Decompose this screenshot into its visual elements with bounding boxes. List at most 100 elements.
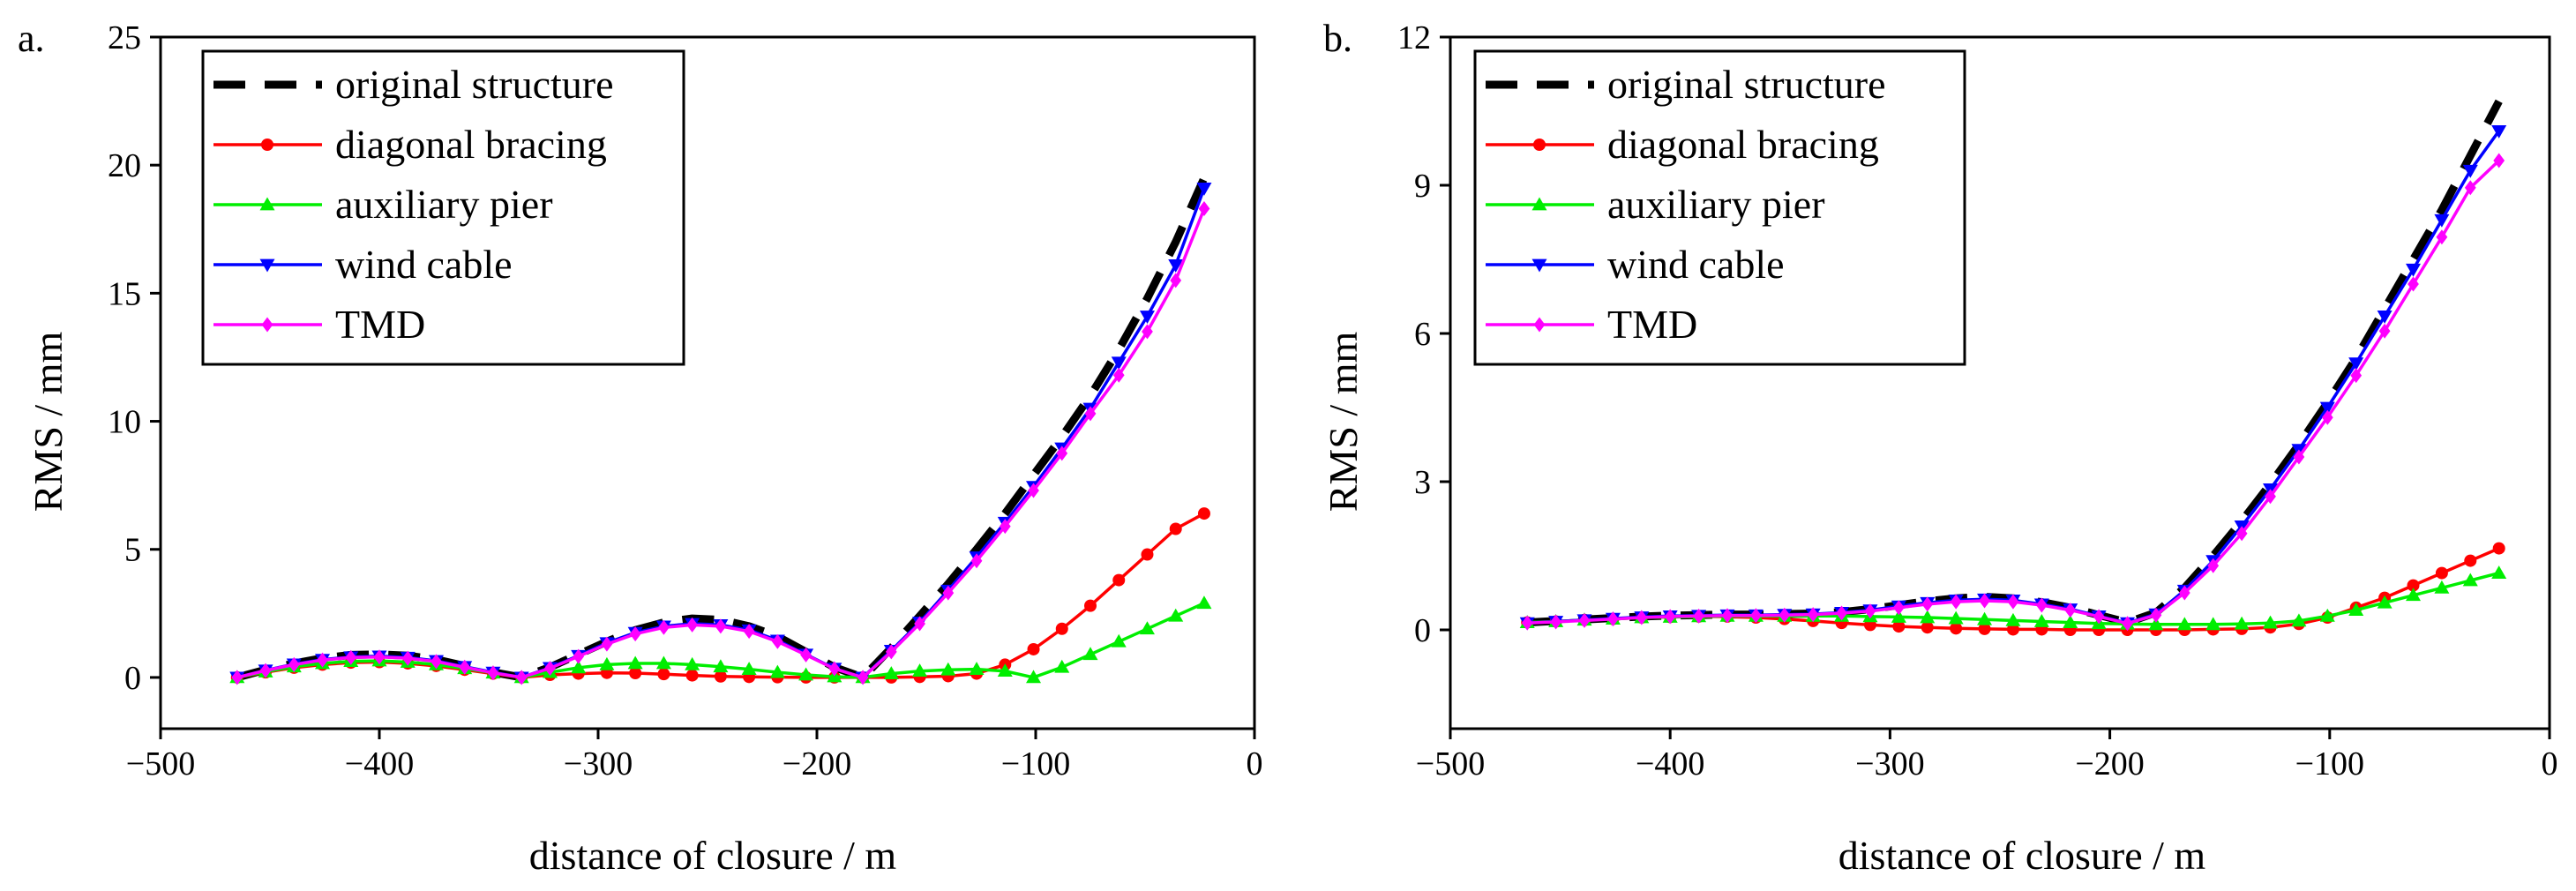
panel-a-data-point-TMD [629, 626, 641, 642]
panel-a-data-point-TMD [317, 652, 328, 668]
panel-a-x-tick-label: −100 [1001, 745, 1070, 782]
panel-a-data-point-TMD [401, 650, 414, 666]
panel-b-data-point-diagonal-bracing [1950, 622, 1963, 635]
panel-a-data-point-diagonal-bracing [1084, 599, 1097, 612]
panel-a-legend-label-diagonal-bracing: diagonal bracing [335, 122, 607, 167]
panel-a-data-point-TMD [259, 663, 272, 678]
panel-b-data-point-TMD [1979, 593, 1990, 609]
panel-b-data-point-TMD [2064, 603, 2077, 618]
panel-a-data-point-TMD [686, 617, 699, 633]
panel-b-y-tick-label: 12 [1397, 19, 1431, 56]
panel-a-data-point-TMD [715, 618, 727, 634]
panel-b-x-tick-label: 0 [2542, 745, 2558, 782]
panel-b-data-point-TMD [1550, 614, 1561, 630]
panel-b-data-point-diagonal-bracing [2492, 542, 2505, 555]
panel-a-legend: original structure diagonal bracing auxili… [201, 49, 685, 366]
panel-b-data-point-TMD [2436, 229, 2448, 245]
panel-b-data-point-diagonal-bracing [2407, 579, 2420, 592]
panel-b-legend: original structure diagonal bracing auxili… [1473, 49, 1966, 366]
panel-b-data-point-auxiliary-pier [2291, 613, 2307, 627]
panel-b-data-point-wind-cable [2405, 263, 2421, 277]
panel-b-data-point-auxiliary-pier [2033, 613, 2049, 627]
panel-a-data-point-TMD [1056, 446, 1068, 461]
panel-a-data-point-TMD [800, 647, 812, 663]
panel-b-data-point-auxiliary-pier [2462, 573, 2478, 587]
panel-b-data-point-TMD [1521, 615, 1533, 631]
panel-a-legend-marker-wind-cable [259, 258, 275, 273]
panel-a-data-point-TMD [1112, 367, 1125, 383]
panel-a-x-tick-label: −400 [345, 745, 414, 782]
panel-b-data-point-auxiliary-pier [2063, 615, 2078, 628]
panel-a-x-tick-label: 0 [1247, 745, 1263, 782]
panel-a-data-point-auxiliary-pier [798, 667, 814, 681]
panel-b-data-point-auxiliary-pier [2234, 616, 2250, 630]
panel-b-data-point-diagonal-bracing [2006, 623, 2019, 636]
panel-a-label: a. [18, 17, 45, 60]
panel-b-data-point-auxiliary-pier [1891, 609, 1906, 623]
panel-a-legend-marker-diagonal-bracing [261, 139, 273, 151]
panel-a-y-tick-label: 15 [108, 275, 141, 312]
panel-b-data-point-auxiliary-pier [1977, 611, 1993, 625]
panel-a-data-point-TMD [288, 656, 300, 672]
panel-a-data-point-diagonal-bracing [629, 666, 642, 679]
panel-b-data-point-auxiliary-pier [1920, 610, 1936, 624]
panel-a-data-point-TMD [487, 665, 499, 681]
panel-a-data-point-diagonal-bracing [1027, 642, 1040, 655]
panel-b-data-point-auxiliary-pier [2005, 612, 2021, 626]
panel-a-data-point-TMD [970, 553, 983, 569]
panel-b-legend-box [1473, 49, 1966, 366]
panel-a-data-point-wind-cable [1196, 182, 1212, 196]
panel-b-data-point-wind-cable [2434, 213, 2450, 228]
panel-b-data-point-auxiliary-pier [2377, 595, 2393, 609]
panel-a-data-point-auxiliary-pier [912, 663, 928, 678]
panel-a-data-point-TMD [231, 670, 243, 685]
panel-b-data-point-TMD [1921, 596, 1934, 612]
panel-a-data-point-auxiliary-pier [1054, 659, 1070, 673]
panel-b-legend-label-original-structure: original structure [1607, 62, 1886, 107]
panel-b-data-point-TMD [1950, 594, 1962, 610]
panel-b-data-point-TMD [2350, 368, 2363, 384]
panel-a-data-point-TMD [743, 624, 755, 640]
panel-b-y-tick-label: 3 [1414, 464, 1431, 501]
panel-b-data-point-TMD [1693, 608, 1704, 624]
panel-b-data-point-TMD [2321, 409, 2333, 425]
panel-b-data-point-TMD [1664, 609, 1676, 625]
panel-a-data-point-TMD [914, 616, 925, 632]
panel-b: b. −500 −400 −300 −200 −100 0 0 3 6 9 12 original s… [1321, 17, 2558, 878]
panel-b-x-tick-label: −300 [1855, 745, 1924, 782]
panel-a-legend-marker-TMD [261, 317, 273, 333]
panel-b-data-point-TMD [1607, 611, 1619, 627]
panel-b-data-point-auxiliary-pier [2176, 617, 2192, 631]
panel-a-data-point-TMD [1198, 201, 1210, 217]
panel-b-data-point-auxiliary-pier [2319, 608, 2335, 622]
panel-a-data-point-TMD [1028, 483, 1039, 498]
panel-b-data-point-TMD [2178, 585, 2190, 601]
panel-b-legend-label-diagonal-bracing: diagonal bracing [1607, 122, 1879, 167]
panel-b-data-point-TMD [2378, 323, 2391, 339]
panel-a-data-point-TMD [658, 619, 670, 635]
panel-b-data-point-TMD [1778, 607, 1791, 623]
panel-a-data-point-TMD [828, 661, 841, 677]
panel-b-data-point-TMD [1721, 608, 1734, 624]
panel-b-data-point-TMD [2007, 594, 2019, 610]
panel-b-data-point-TMD [1892, 600, 1905, 616]
panel-a-data-point-auxiliary-pier [1082, 647, 1098, 661]
panel-b-legend-marker-TMD [1533, 317, 1546, 333]
panel-b-legend-marker-diagonal-bracing [1533, 139, 1546, 151]
panel-a-y-tick-label: 0 [124, 660, 141, 697]
panel-a-data-point-auxiliary-pier [655, 655, 671, 670]
panel-b-y-axis-label: RMS / mm [1321, 332, 1366, 513]
panel-a-legend-box [201, 49, 685, 366]
panel-b-x-axis-label: distance of closure / m [1838, 833, 2206, 878]
panel-a-data-point-auxiliary-pier [769, 664, 785, 678]
panel-a-data-point-TMD [1170, 273, 1182, 288]
panel-a-data-point-auxiliary-pier [599, 656, 615, 670]
panel-a-data-point-diagonal-bracing [1197, 507, 1210, 520]
panel-a-data-point-auxiliary-pier [1168, 608, 1184, 622]
panel-b-data-point-TMD [2093, 609, 2105, 625]
panel-a-data-point-auxiliary-pier [883, 666, 899, 679]
panel-a-data-point-auxiliary-pier [1196, 595, 1212, 610]
panel-b-data-point-wind-cable [2319, 401, 2335, 416]
panel-a-data-point-TMD [544, 660, 556, 676]
panel-b-data-point-auxiliary-pier [2491, 565, 2507, 579]
